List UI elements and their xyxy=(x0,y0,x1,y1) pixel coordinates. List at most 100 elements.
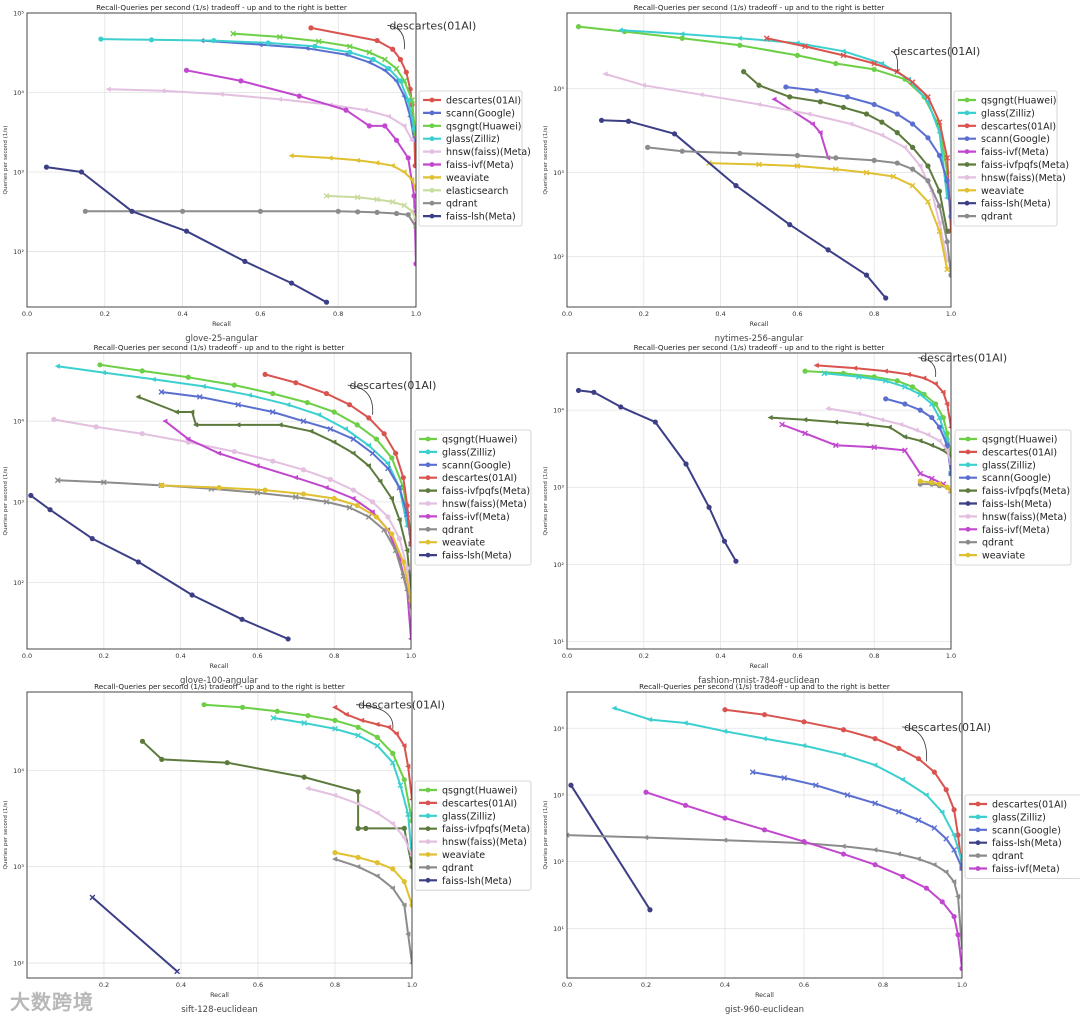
data-point xyxy=(312,43,318,49)
plot-area xyxy=(28,362,411,642)
chart-subtitle: gist-960-euclidean xyxy=(725,1005,804,1015)
y-tick-label: 10² xyxy=(553,561,564,569)
data-point xyxy=(405,931,411,937)
data-point xyxy=(332,717,338,723)
data-point xyxy=(346,43,353,50)
legend-box xyxy=(414,780,532,891)
series-line-scann(Google) xyxy=(202,39,416,141)
data-point xyxy=(401,169,407,175)
plot-frame xyxy=(566,691,963,979)
data-point xyxy=(315,38,322,45)
legend-marker xyxy=(975,853,981,858)
data-point xyxy=(871,66,877,73)
data-point xyxy=(809,121,815,127)
legend-marker xyxy=(429,175,435,180)
series-line-hnsw(faiss)(Meta) xyxy=(605,73,949,261)
legend-entry: faiss-ivfpqfs(Meta) xyxy=(982,486,1070,497)
data-point xyxy=(409,902,412,908)
legend-entry: qsgngt(Huawei) xyxy=(982,435,1057,446)
data-point xyxy=(409,864,412,870)
data-point xyxy=(401,77,408,84)
data-point xyxy=(384,460,391,466)
y-tick-label: 10² xyxy=(13,248,24,256)
data-point xyxy=(293,380,299,386)
chart-subtitle: fashion-mnist-784-euclidean xyxy=(698,676,819,686)
data-point xyxy=(801,742,807,749)
legend-marker xyxy=(425,826,431,832)
data-point xyxy=(301,720,308,726)
legend-marker xyxy=(965,488,971,493)
data-point xyxy=(951,832,957,838)
data-point xyxy=(276,96,283,102)
data-point xyxy=(813,362,819,368)
data-point xyxy=(901,434,908,440)
data-point xyxy=(377,478,383,484)
data-point xyxy=(405,212,411,218)
data-point xyxy=(246,392,252,398)
data-point xyxy=(385,514,391,520)
data-point xyxy=(332,850,338,856)
data-point xyxy=(389,759,396,766)
legend-marker xyxy=(429,149,435,155)
annotation-label: descartes(01AI) xyxy=(893,45,980,58)
data-point xyxy=(288,153,294,159)
data-point xyxy=(396,517,402,523)
data-point xyxy=(781,775,788,781)
data-point xyxy=(411,126,416,132)
data-point xyxy=(840,727,847,733)
data-point xyxy=(43,164,50,170)
y-tick-label: 10¹ xyxy=(553,638,564,646)
x-tick-label: 0.4 xyxy=(715,652,725,660)
data-point xyxy=(882,377,889,384)
data-point xyxy=(382,123,388,129)
x-axis-label: Recall xyxy=(750,321,769,328)
data-point xyxy=(389,821,395,827)
data-point xyxy=(917,470,924,477)
legend-marker xyxy=(425,501,431,506)
legend-entry: glass(Zilliz) xyxy=(992,812,1046,823)
data-point xyxy=(568,782,574,788)
data-point xyxy=(366,123,372,129)
data-point xyxy=(951,807,957,813)
data-point xyxy=(894,111,900,117)
data-point xyxy=(374,160,380,166)
data-point xyxy=(54,363,60,369)
data-point xyxy=(883,396,889,402)
data-point xyxy=(878,60,885,67)
data-point xyxy=(331,495,337,502)
legend-entry: faiss-lsh(Meta) xyxy=(982,499,1052,510)
data-point xyxy=(411,193,416,199)
data-point xyxy=(959,965,962,972)
data-point xyxy=(183,67,190,73)
legend-marker xyxy=(965,462,971,468)
x-axis-label: Recall xyxy=(755,992,774,999)
watermark-logo: 大数跨境 xyxy=(10,990,94,1014)
data-point xyxy=(393,731,399,737)
x-tick-label: 0.8 xyxy=(329,652,339,660)
series-line-faiss-lsh(Meta) xyxy=(578,389,737,562)
data-point xyxy=(871,444,878,451)
legend-entry: scann(Google) xyxy=(442,460,511,471)
legend-box xyxy=(414,429,532,566)
data-point xyxy=(936,203,943,209)
data-point xyxy=(413,224,416,231)
series-line-qsgngt(Huawei) xyxy=(99,363,411,535)
data-point xyxy=(274,708,280,714)
data-point xyxy=(872,736,878,742)
legend-marker xyxy=(429,213,435,219)
data-point xyxy=(863,111,870,117)
data-point xyxy=(185,374,191,380)
data-point xyxy=(863,421,869,428)
data-point xyxy=(722,837,728,843)
data-point xyxy=(355,854,361,860)
data-point xyxy=(390,46,396,52)
data-point xyxy=(401,123,407,129)
data-point xyxy=(355,825,361,831)
x-axis-label: Recall xyxy=(750,663,769,670)
data-point xyxy=(300,467,307,473)
data-point xyxy=(265,40,271,46)
data-point xyxy=(389,199,396,205)
data-point xyxy=(389,531,395,537)
data-point xyxy=(895,851,901,857)
legend-marker xyxy=(964,187,970,193)
